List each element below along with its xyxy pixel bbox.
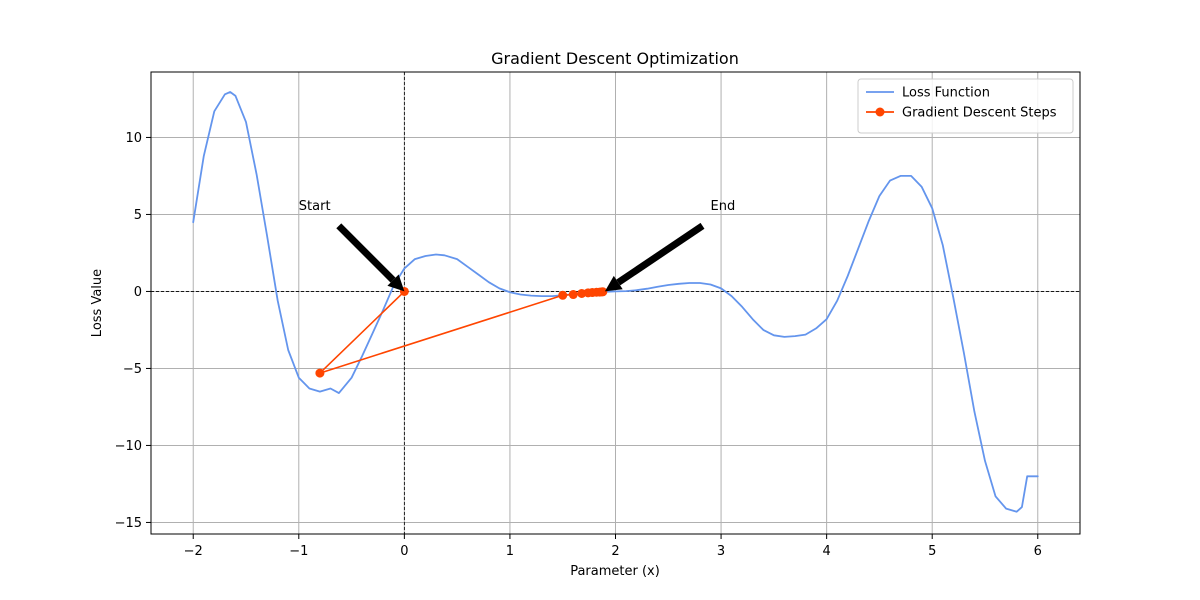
loss-function-line: [192, 91, 1039, 513]
legend: Loss Function Gradient Descent Steps: [857, 78, 1074, 134]
legend-box: [857, 78, 1074, 134]
y-axis-label: Loss Value: [90, 269, 105, 337]
legend-swatch-marker: [875, 107, 885, 117]
x-tick-label: 5: [928, 544, 936, 559]
annotation-arrow-shaft: [336, 223, 396, 283]
y-tick-label: 5: [134, 208, 142, 223]
annotation-label-end: End: [711, 199, 736, 214]
legend-label: Gradient Descent Steps: [902, 106, 1057, 121]
x-tick-label: 3: [717, 544, 725, 559]
x-tick-label: −1: [289, 544, 308, 559]
x-tick-label: 6: [1034, 544, 1042, 559]
gradient-descent-point: [568, 290, 578, 300]
x-tick-label: 0: [400, 544, 408, 559]
series: [192, 91, 1039, 513]
gradient-descent-point: [598, 287, 608, 297]
chart-title: Gradient Descent Optimization: [491, 49, 739, 68]
y-tick-label: −15: [115, 516, 142, 531]
reference-lines: [151, 72, 1080, 534]
y-tick-label: 0: [134, 285, 142, 300]
legend-label: Loss Function: [902, 86, 990, 101]
x-axis-label: Parameter (x): [570, 564, 660, 579]
x-tick-label: −2: [184, 544, 203, 559]
annotations: Start End: [299, 199, 735, 292]
gradient-descent-point: [558, 290, 568, 300]
x-tick-label: 1: [506, 544, 514, 559]
gradient-descent-point: [315, 368, 325, 378]
y-tick-label: 10: [125, 131, 142, 146]
annotation-label-start: Start: [299, 199, 331, 214]
annotation-arrow-head: [387, 274, 405, 292]
annotation-arrow-shaft: [616, 222, 705, 286]
x-tick-label: 4: [822, 544, 830, 559]
annotation-arrow-head: [604, 275, 623, 292]
y-tick-label: −10: [115, 439, 142, 454]
x-tick-label: 2: [611, 544, 619, 559]
y-tick-label: −5: [123, 362, 142, 377]
